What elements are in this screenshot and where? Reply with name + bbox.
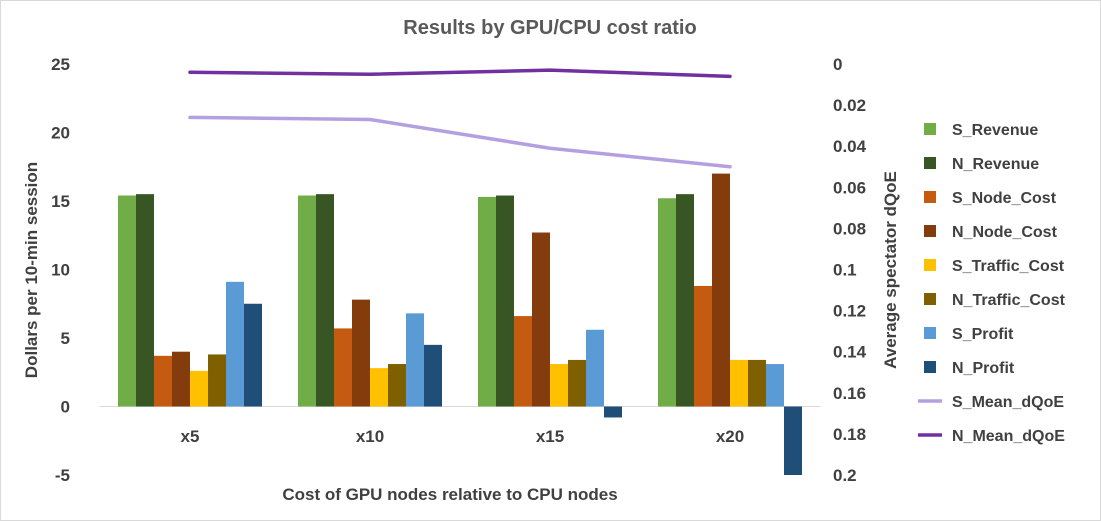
bar-s-revenue-x5	[118, 195, 136, 407]
right-tick-label: 0.2	[833, 466, 857, 485]
bar-n-revenue-x20	[676, 194, 694, 407]
bar-n-profit-x15	[604, 406, 622, 418]
bar-n-profit-x10	[424, 344, 442, 407]
right-tick-label: 0.08	[833, 219, 866, 238]
legend-swatch-s-revenue	[924, 123, 936, 135]
legend-label-s-mean-dqoe: S_Mean_dQoE	[952, 394, 1064, 411]
x-axis-title: Cost of GPU nodes relative to CPU nodes	[282, 485, 617, 504]
bar-series	[118, 173, 802, 475]
legend-label-s-traffic-cost: S_Traffic_Cost	[952, 258, 1065, 275]
right-axis-ticks: 0 0.02 0.04 0.06 0.08 0.1 0.12 0.14 0.16 0.18 0.2	[833, 55, 867, 485]
bar-n-profit-x20	[784, 406, 802, 475]
left-tick-label: 15	[51, 192, 70, 211]
legend: S_Revenue N_Revenue S_Node_Cost N_Node_Cost…	[918, 122, 1066, 445]
bar-s-profit-x10	[406, 313, 424, 407]
bar-s-revenue-x10	[298, 195, 316, 407]
line-s-mean-dqoe	[188, 115, 732, 169]
category-label: x20	[716, 427, 744, 446]
bar-n-revenue-x10	[316, 194, 334, 407]
left-tick-label: 5	[61, 329, 70, 348]
bar-n-revenue-x5	[136, 194, 154, 407]
bar-s-revenue-x20	[658, 198, 676, 407]
bar-n-profit-x5	[244, 303, 262, 407]
right-tick-label: 0.06	[833, 178, 866, 197]
right-tick-label: 0.14	[833, 343, 867, 362]
right-tick-label: 0.12	[833, 302, 866, 321]
legend-swatch-n-profit	[924, 361, 936, 373]
bar-n-traffic-cost-x5	[208, 354, 226, 407]
y-axis-title: Dollars per 10-min session	[22, 162, 41, 378]
bar-n-node-cost-x20	[712, 173, 730, 407]
right-tick-label: 0	[833, 55, 842, 74]
left-axis-ticks: -5 0 5 10 15 20 25	[51, 55, 70, 485]
legend-swatch-n-traffic-cost	[924, 293, 936, 305]
bar-s-profit-x5	[226, 281, 244, 407]
legend-label-n-mean-dqoe: N_Mean_dQoE	[952, 428, 1065, 445]
bar-n-node-cost-x5	[172, 351, 190, 407]
right-tick-label: 0.1	[833, 261, 857, 280]
left-tick-label: 10	[51, 261, 70, 280]
bar-s-traffic-cost-x10	[370, 368, 388, 407]
bar-s-revenue-x15	[478, 196, 496, 407]
bar-s-node-cost-x10	[334, 328, 352, 407]
chart-title: Results by GPU/CPU cost ratio	[403, 17, 696, 39]
bar-n-revenue-x15	[496, 195, 514, 407]
bar-s-profit-x20	[766, 364, 784, 407]
bar-s-node-cost-x20	[694, 285, 712, 407]
bar-s-node-cost-x15	[514, 316, 532, 407]
legend-swatch-s-traffic-cost	[924, 259, 936, 271]
legend-label-n-revenue: N_Revenue	[952, 156, 1039, 173]
legend-label-s-revenue: S_Revenue	[952, 122, 1038, 139]
legend-swatch-s-node-cost	[924, 191, 936, 203]
left-tick-label: -5	[55, 466, 70, 485]
bar-s-traffic-cost-x5	[190, 370, 208, 407]
legend-label-n-profit: N_Profit	[952, 360, 1015, 377]
legend-label-s-node-cost: S_Node_Cost	[952, 190, 1057, 207]
bar-n-node-cost-x10	[352, 299, 370, 407]
bar-s-profit-x15	[586, 329, 604, 407]
bar-s-node-cost-x5	[154, 355, 172, 407]
legend-label-n-node-cost: N_Node_Cost	[952, 224, 1058, 241]
category-label: x10	[356, 427, 384, 446]
legend-swatch-s-profit	[924, 327, 936, 339]
bar-n-traffic-cost-x15	[568, 359, 586, 407]
category-label: x15	[536, 427, 564, 446]
legend-swatch-n-revenue	[924, 157, 936, 169]
bar-s-traffic-cost-x15	[550, 364, 568, 407]
right-tick-label: 0.02	[833, 96, 866, 115]
bar-n-traffic-cost-x10	[388, 364, 406, 407]
line-series	[188, 68, 732, 169]
right-tick-label: 0.04	[833, 137, 867, 156]
category-labels: x5 x10 x15 x20	[181, 427, 745, 446]
bar-n-traffic-cost-x20	[748, 359, 766, 407]
right-tick-label: 0.16	[833, 384, 866, 403]
legend-label-n-traffic-cost: N_Traffic_Cost	[952, 292, 1066, 309]
right-tick-label: 0.18	[833, 425, 866, 444]
left-tick-label: 0	[61, 398, 70, 417]
left-tick-label: 20	[51, 124, 70, 143]
y2-axis-title: Average spectator dQoE	[881, 171, 900, 369]
category-label: x5	[181, 427, 200, 446]
line-n-mean-dqoe	[188, 68, 732, 79]
left-tick-label: 25	[51, 55, 70, 74]
legend-label-s-profit: S_Profit	[952, 326, 1014, 343]
bar-n-node-cost-x15	[532, 232, 550, 407]
bar-s-traffic-cost-x20	[730, 359, 748, 407]
legend-swatch-n-node-cost	[924, 225, 936, 237]
